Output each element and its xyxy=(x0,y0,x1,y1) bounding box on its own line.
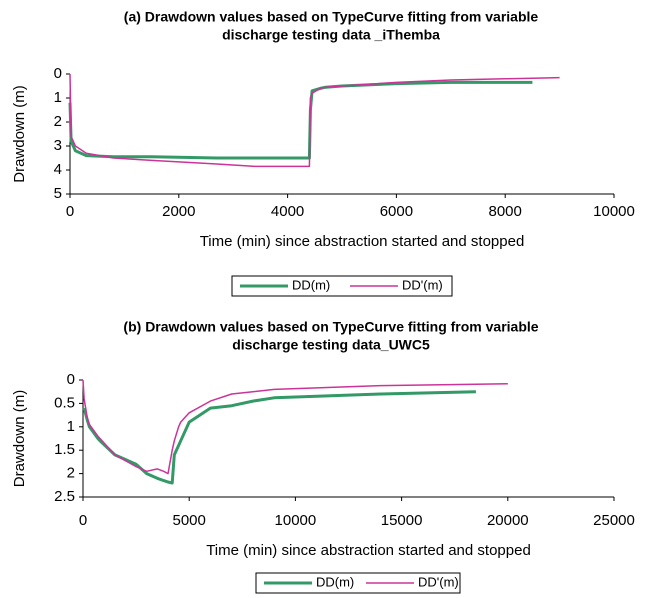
legend-label: DD'(m) xyxy=(418,574,459,589)
y-tick-label: 2 xyxy=(67,465,75,482)
y-tick-label: 2.5 xyxy=(54,488,75,505)
x-tick-label: 4000 xyxy=(271,203,304,220)
data-line xyxy=(84,389,514,483)
x-tick-label: 0 xyxy=(79,512,87,529)
y-tick-label: 1 xyxy=(67,418,75,435)
x-tick-label: 15000 xyxy=(381,512,423,529)
y-tick-label: 4 xyxy=(54,161,62,178)
x-tick-label: 8000 xyxy=(489,203,522,220)
y-tick-label: 0.5 xyxy=(54,394,75,411)
data-line xyxy=(68,80,533,160)
x-tick-label: 5000 xyxy=(173,512,206,529)
y-axis-label: Drawdown (m) xyxy=(11,85,28,183)
x-tick-label: 10000 xyxy=(593,203,635,220)
y-tick-label: 2 xyxy=(54,113,62,130)
y-tick-label: 1 xyxy=(54,89,62,106)
y-tick-label: 3 xyxy=(54,137,62,154)
data-line xyxy=(82,379,508,475)
x-tick-label: 20000 xyxy=(487,512,529,529)
y-axis-label: Drawdown (m) xyxy=(11,390,28,488)
y-tick-label: 0 xyxy=(54,65,62,82)
chart-title: (b) Drawdown values based on TypeCurve f… xyxy=(123,319,538,335)
legend-label: DD'(m) xyxy=(402,277,443,292)
y-tick-label: 0 xyxy=(67,371,75,388)
data-line xyxy=(69,73,560,168)
chart-title: discharge testing data _iThemba xyxy=(222,27,440,43)
legend-box xyxy=(231,275,453,297)
legend-label: DD(m) xyxy=(316,574,354,589)
x-tick-label: 0 xyxy=(66,203,74,220)
y-tick-label: 1.5 xyxy=(54,441,75,458)
y-tick-label: 5 xyxy=(54,185,62,202)
x-tick-label: 6000 xyxy=(380,203,413,220)
x-axis-label: Time (min) since abstraction started and… xyxy=(200,233,525,250)
x-tick-label: 2000 xyxy=(162,203,195,220)
chart-title: discharge testing data_UWC5 xyxy=(232,337,430,353)
x-axis-label: Time (min) since abstraction started and… xyxy=(206,542,531,559)
x-tick-label: 10000 xyxy=(275,512,317,529)
legend-box xyxy=(255,572,461,594)
legend-label: DD(m) xyxy=(292,277,330,292)
x-tick-label: 25000 xyxy=(593,512,635,529)
chart-title: (a) Drawdown values based on TypeCurve f… xyxy=(124,9,539,25)
